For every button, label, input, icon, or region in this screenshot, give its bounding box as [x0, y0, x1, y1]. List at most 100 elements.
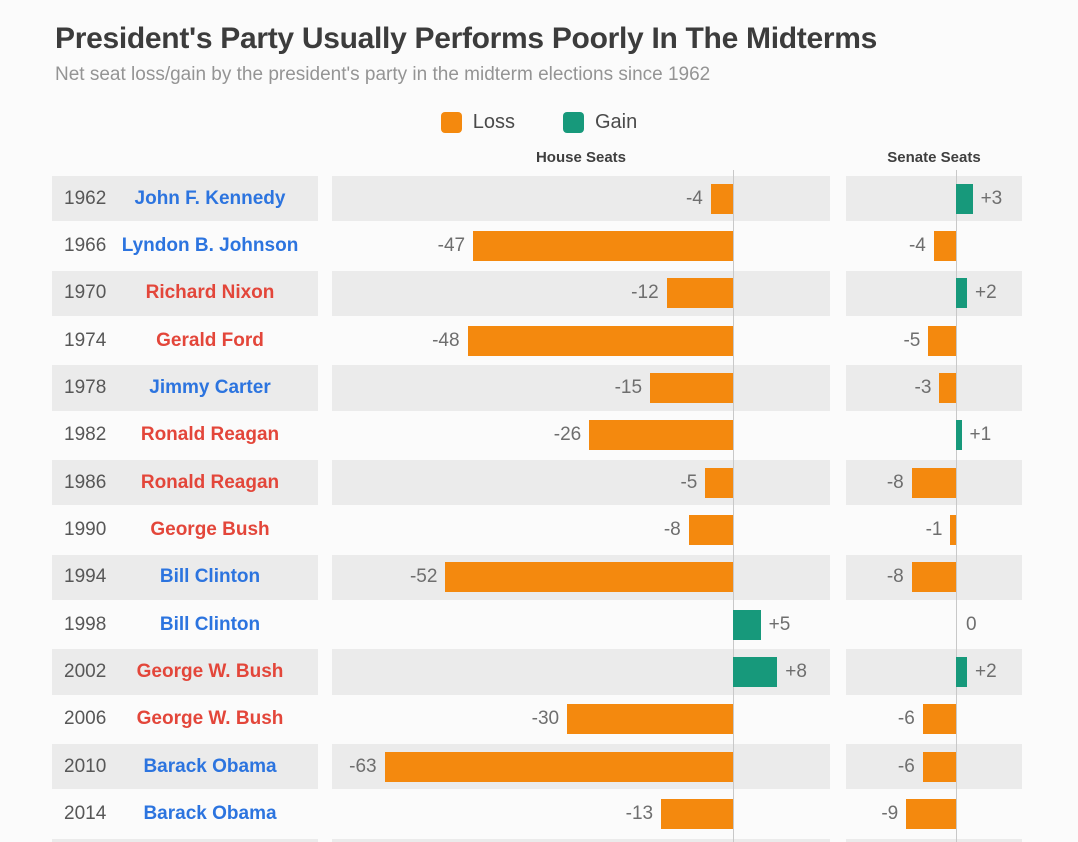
house-value-label: -12 — [631, 282, 659, 304]
house-value-label: -8 — [663, 519, 681, 541]
year-label: 1962 — [64, 187, 107, 209]
senate-bar — [911, 467, 956, 498]
senate-bar — [956, 420, 962, 451]
row-label-band: 1994 Bill Clinton — [52, 554, 318, 601]
house-bar — [733, 657, 778, 688]
row-label-band: 1962 John F. Kennedy — [52, 176, 318, 222]
president-name: Ronald Reagan — [140, 471, 280, 493]
house-bar — [384, 751, 733, 782]
senate-track — [846, 838, 1022, 842]
senate-value-label: -6 — [897, 708, 915, 730]
chart-row — [0, 838, 1078, 842]
president-name: Jimmy Carter — [149, 377, 271, 399]
president-name: Richard Nixon — [145, 282, 275, 304]
senate-bar — [956, 657, 968, 688]
row-label-band: 1998 Bill Clinton — [52, 602, 318, 647]
house-zero-line — [733, 170, 734, 842]
senate-track: -4 — [846, 223, 1022, 268]
senate-track: -6 — [846, 697, 1022, 742]
house-bar — [666, 278, 733, 309]
year-label: 1978 — [64, 377, 107, 399]
chart-row: 1998 Bill Clinton +5 0 — [0, 601, 1078, 648]
row-label-band — [52, 838, 318, 842]
senate-track: +2 — [846, 649, 1022, 695]
row-label-band: 2014 Barack Obama — [52, 791, 318, 836]
house-bar — [445, 562, 733, 593]
senate-value-label: 0 — [966, 613, 977, 635]
row-label-band: 1970 Richard Nixon — [52, 270, 318, 317]
house-track: -48 — [332, 318, 830, 363]
senate-track: +3 — [846, 176, 1022, 222]
chart-row: 2014 Barack Obama -13 -9 — [0, 790, 1078, 837]
president-name: Barack Obama — [143, 755, 277, 777]
year-label: 1982 — [64, 424, 107, 446]
legend-item-gain: Gain — [563, 111, 637, 134]
house-value-label: +8 — [785, 661, 807, 683]
year-label: 1998 — [64, 613, 107, 635]
house-track: +5 — [332, 602, 830, 647]
president-name: Lyndon B. Johnson — [121, 235, 299, 257]
senate-bar — [950, 515, 956, 546]
house-track: -15 — [332, 365, 830, 411]
house-bar — [467, 325, 733, 356]
house-bar — [688, 515, 733, 546]
chart-row: 2002 George W. Bush +8 +2 — [0, 648, 1078, 695]
chart-row: 1986 Ronald Reagan -5 -8 — [0, 459, 1078, 506]
senate-value-label: -9 — [881, 803, 899, 825]
senate-value-label: -8 — [886, 471, 904, 493]
house-value-label: -47 — [437, 235, 466, 257]
chart-rows: 1962 John F. Kennedy -4 +3 1966 Lyndon B… — [0, 175, 1078, 842]
chart-row: 1990 George Bush -8 -1 — [0, 506, 1078, 553]
page-title: President's Party Usually Performs Poorl… — [55, 22, 877, 55]
chart-row: 2006 George W. Bush -30 -6 — [0, 696, 1078, 743]
house-track — [332, 838, 830, 842]
senate-track: -8 — [846, 460, 1022, 506]
house-value-label: -26 — [553, 424, 582, 446]
president-name: George W. Bush — [136, 661, 284, 683]
senate-bar — [956, 183, 973, 214]
row-label-band: 1966 Lyndon B. Johnson — [52, 223, 318, 268]
house-bar — [589, 420, 733, 451]
senate-value-label: +2 — [975, 282, 997, 304]
year-label: 1974 — [64, 329, 107, 351]
row-label-band: 1974 Gerald Ford — [52, 318, 318, 363]
house-bar — [733, 609, 761, 640]
senate-bar — [933, 231, 956, 262]
year-label: 1990 — [64, 519, 107, 541]
senate-value-label: -6 — [897, 755, 915, 777]
senate-value-label: -8 — [886, 566, 904, 588]
senate-track: -6 — [846, 744, 1022, 790]
house-track: -26 — [332, 413, 830, 458]
year-label: 2002 — [64, 661, 107, 683]
president-name: Bill Clinton — [159, 613, 261, 635]
senate-value-label: -5 — [903, 329, 921, 351]
house-track: -47 — [332, 223, 830, 268]
senate-track: -8 — [846, 554, 1022, 601]
page-subtitle: Net seat loss/gain by the president's pa… — [55, 64, 711, 85]
chart-row: 1962 John F. Kennedy -4 +3 — [0, 175, 1078, 222]
house-track: -52 — [332, 554, 830, 601]
house-value-label: -52 — [409, 566, 438, 588]
senate-bar — [922, 751, 956, 782]
house-bar — [650, 373, 733, 404]
house-track: -8 — [332, 507, 830, 552]
house-value-label: -30 — [531, 708, 560, 730]
senate-value-label: +1 — [969, 424, 992, 446]
senate-track: +2 — [846, 270, 1022, 317]
senate-bar — [939, 373, 956, 404]
senate-track: -1 — [846, 507, 1022, 552]
house-track: -13 — [332, 791, 830, 836]
chart-row: 1994 Bill Clinton -52 -8 — [0, 554, 1078, 601]
senate-bar — [922, 704, 956, 735]
row-label-band: 2002 George W. Bush — [52, 649, 318, 695]
house-bar — [661, 799, 733, 830]
row-label-band: 1978 Jimmy Carter — [52, 365, 318, 411]
house-value-label: +5 — [768, 613, 791, 635]
senate-track: -3 — [846, 365, 1022, 411]
senate-seats-header: Senate Seats — [887, 149, 981, 166]
house-seats-header: House Seats — [535, 149, 627, 166]
house-value-label: -63 — [349, 755, 377, 777]
senate-bar — [928, 325, 956, 356]
year-label: 1994 — [64, 566, 107, 588]
senate-value-label: -4 — [908, 235, 926, 257]
